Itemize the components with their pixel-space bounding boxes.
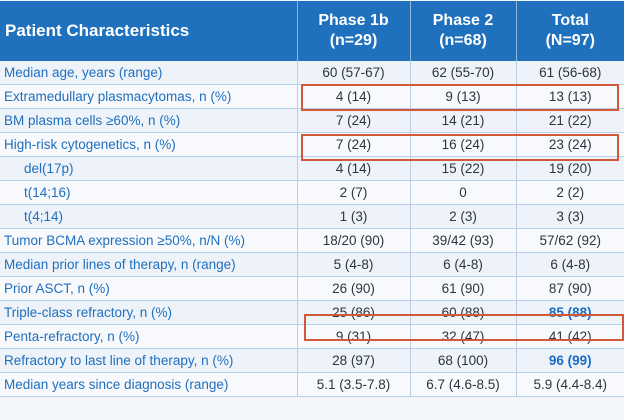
cell-phase-1b: 7 (24) bbox=[297, 132, 411, 157]
header-row: Patient Characteristics Phase 1b (n=29) … bbox=[0, 1, 624, 61]
table-row: BM plasma cells ≥60%, n (%) 7 (24) 14 (2… bbox=[0, 108, 624, 133]
row-label: Median age, years (range) bbox=[0, 61, 298, 85]
cell-phase-1b: 5 (4-8) bbox=[297, 252, 411, 277]
cell-phase-1b: 5.1 (3.5-7.8) bbox=[297, 372, 411, 397]
cell-phase-2: 16 (24) bbox=[410, 132, 517, 157]
header-phase-2-name: Phase 2 bbox=[432, 12, 494, 29]
table-row: Extramedullary plasmacytomas, n (%) 4 (1… bbox=[0, 84, 624, 109]
table-row: Median age, years (range) 60 (57-67) 62 … bbox=[0, 61, 624, 85]
row-label: Penta-refractory, n (%) bbox=[0, 324, 298, 349]
row-label: del(17p) bbox=[0, 156, 298, 181]
table-row: Penta-refractory, n (%) 9 (31) 32 (47) 4… bbox=[0, 324, 624, 349]
row-label: Median years since diagnosis (range) bbox=[0, 372, 298, 397]
cell-phase-2: 14 (21) bbox=[410, 108, 517, 133]
header-phase-1b: Phase 1b (n=29) bbox=[297, 1, 411, 61]
cell-total: 5.9 (4.4-8.4) bbox=[516, 372, 624, 397]
cell-phase-1b: 25 (86) bbox=[297, 300, 411, 325]
row-label: Prior ASCT, n (%) bbox=[0, 276, 298, 301]
cell-phase-2: 32 (47) bbox=[410, 324, 517, 349]
cell-phase-2: 61 (90) bbox=[410, 276, 517, 301]
row-label: Median prior lines of therapy, n (range) bbox=[0, 252, 298, 277]
cell-phase-1b: 28 (97) bbox=[297, 348, 411, 373]
cell-total: 13 (13) bbox=[516, 84, 624, 109]
cell-total: 6 (4-8) bbox=[516, 252, 624, 277]
table-row: Refractory to last line of therapy, n (%… bbox=[0, 348, 624, 373]
cell-phase-1b: 60 (57-67) bbox=[297, 61, 411, 85]
header-phase-1b-name: Phase 1b bbox=[318, 12, 389, 29]
row-label: High-risk cytogenetics, n (%) bbox=[0, 132, 298, 157]
header-total: Total (N=97) bbox=[516, 1, 624, 61]
cell-phase-2: 6.7 (4.6-8.5) bbox=[410, 372, 517, 397]
table-row: t(4;14) 1 (3) 2 (3) 3 (3) bbox=[0, 204, 624, 229]
patient-characteristics-table: Patient Characteristics Phase 1b (n=29) … bbox=[0, 1, 624, 397]
table-header: Patient Characteristics Phase 1b (n=29) … bbox=[0, 1, 624, 61]
cell-phase-1b: 26 (90) bbox=[297, 276, 411, 301]
cell-total-emphasized: 85 (88) bbox=[516, 300, 624, 325]
cell-total: 3 (3) bbox=[516, 204, 624, 229]
cell-phase-2: 62 (55-70) bbox=[410, 61, 517, 85]
header-patient-characteristics: Patient Characteristics bbox=[0, 1, 298, 61]
cell-phase-1b: 2 (7) bbox=[297, 180, 411, 205]
table-row: High-risk cytogenetics, n (%) 7 (24) 16 … bbox=[0, 132, 624, 157]
cell-phase-2: 0 bbox=[410, 180, 517, 205]
cell-phase-1b: 9 (31) bbox=[297, 324, 411, 349]
cell-phase-1b: 4 (14) bbox=[297, 156, 411, 181]
row-label: Refractory to last line of therapy, n (%… bbox=[0, 348, 298, 373]
row-label: t(14;16) bbox=[0, 180, 298, 205]
table-body: Median age, years (range) 60 (57-67) 62 … bbox=[0, 61, 624, 397]
cell-total: 2 (2) bbox=[516, 180, 624, 205]
header-total-name: Total bbox=[551, 12, 589, 29]
table-row: del(17p) 4 (14) 15 (22) 19 (20) bbox=[0, 156, 624, 181]
cell-phase-1b: 4 (14) bbox=[297, 84, 411, 109]
cell-phase-2: 68 (100) bbox=[410, 348, 517, 373]
row-label: Extramedullary plasmacytomas, n (%) bbox=[0, 84, 298, 109]
table-row: Triple-class refractory, n (%) 25 (86) 6… bbox=[0, 300, 624, 325]
cell-phase-2: 6 (4-8) bbox=[410, 252, 517, 277]
row-label: BM plasma cells ≥60%, n (%) bbox=[0, 108, 298, 133]
table-row: t(14;16) 2 (7) 0 2 (2) bbox=[0, 180, 624, 205]
cell-total: 21 (22) bbox=[516, 108, 624, 133]
cell-phase-1b: 7 (24) bbox=[297, 108, 411, 133]
header-phase-2: Phase 2 (n=68) bbox=[410, 1, 517, 61]
header-phase-2-n: (n=68) bbox=[439, 32, 487, 49]
cell-phase-1b: 18/20 (90) bbox=[297, 228, 411, 253]
row-label: Tumor BCMA expression ≥50%, n/N (%) bbox=[0, 228, 298, 253]
cell-total-emphasized: 96 (99) bbox=[516, 348, 624, 373]
cell-total: 57/62 (92) bbox=[516, 228, 624, 253]
cell-total: 41 (42) bbox=[516, 324, 624, 349]
header-total-n: (N=97) bbox=[545, 32, 595, 49]
cell-phase-2: 15 (22) bbox=[410, 156, 517, 181]
cell-phase-1b: 1 (3) bbox=[297, 204, 411, 229]
cell-total: 19 (20) bbox=[516, 156, 624, 181]
cell-total: 23 (24) bbox=[516, 132, 624, 157]
table-row: Tumor BCMA expression ≥50%, n/N (%) 18/2… bbox=[0, 228, 624, 253]
table-row: Median years since diagnosis (range) 5.1… bbox=[0, 372, 624, 397]
cell-phase-2: 2 (3) bbox=[410, 204, 517, 229]
header-phase-1b-n: (n=29) bbox=[329, 32, 378, 49]
cell-total: 61 (56-68) bbox=[516, 61, 624, 85]
cell-phase-2: 39/42 (93) bbox=[410, 228, 517, 253]
row-label: Triple-class refractory, n (%) bbox=[0, 300, 298, 325]
table-row: Prior ASCT, n (%) 26 (90) 61 (90) 87 (90… bbox=[0, 276, 624, 301]
cell-phase-2: 9 (13) bbox=[410, 84, 517, 109]
cell-total: 87 (90) bbox=[516, 276, 624, 301]
table-row: Median prior lines of therapy, n (range)… bbox=[0, 252, 624, 277]
row-label: t(4;14) bbox=[0, 204, 298, 229]
cell-phase-2: 60 (88) bbox=[410, 300, 517, 325]
